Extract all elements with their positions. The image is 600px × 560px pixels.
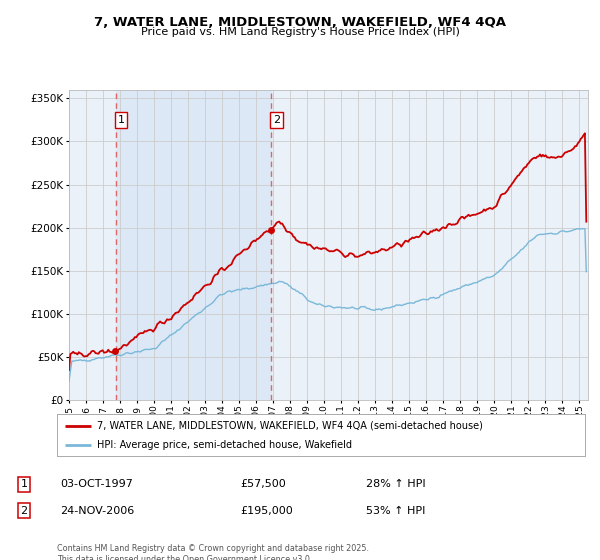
Text: 7, WATER LANE, MIDDLESTOWN, WAKEFIELD, WF4 4QA (semi-detached house): 7, WATER LANE, MIDDLESTOWN, WAKEFIELD, W… bbox=[97, 421, 482, 431]
Text: 1: 1 bbox=[20, 479, 28, 489]
Text: 53% ↑ HPI: 53% ↑ HPI bbox=[366, 506, 425, 516]
Text: £195,000: £195,000 bbox=[240, 506, 293, 516]
Text: 1: 1 bbox=[118, 115, 124, 125]
Text: 7, WATER LANE, MIDDLESTOWN, WAKEFIELD, WF4 4QA: 7, WATER LANE, MIDDLESTOWN, WAKEFIELD, W… bbox=[94, 16, 506, 29]
Text: £57,500: £57,500 bbox=[240, 479, 286, 489]
Text: 2: 2 bbox=[20, 506, 28, 516]
Text: 03-OCT-1997: 03-OCT-1997 bbox=[60, 479, 133, 489]
Text: 24-NOV-2006: 24-NOV-2006 bbox=[60, 506, 134, 516]
Text: 28% ↑ HPI: 28% ↑ HPI bbox=[366, 479, 425, 489]
Text: HPI: Average price, semi-detached house, Wakefield: HPI: Average price, semi-detached house,… bbox=[97, 440, 352, 450]
Text: Price paid vs. HM Land Registry's House Price Index (HPI): Price paid vs. HM Land Registry's House … bbox=[140, 27, 460, 37]
Bar bbox=[116, 90, 271, 400]
Text: Contains HM Land Registry data © Crown copyright and database right 2025.
This d: Contains HM Land Registry data © Crown c… bbox=[57, 544, 369, 560]
Text: 2: 2 bbox=[273, 115, 280, 125]
